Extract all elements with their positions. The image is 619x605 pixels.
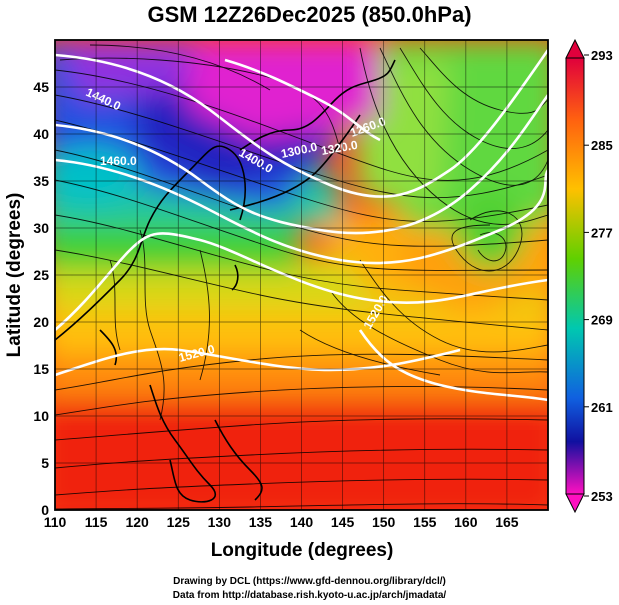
credit-data: Data from http://database.rish.kyoto-u.a… bbox=[172, 590, 447, 601]
y-tick-label: 20 bbox=[33, 314, 49, 330]
x-axis-label: Longitude (degrees) bbox=[211, 540, 394, 561]
x-tick-label: 155 bbox=[413, 514, 437, 530]
y-tick-label: 5 bbox=[41, 455, 49, 471]
x-tick-label: 145 bbox=[331, 514, 355, 530]
chart-title: GSM 12Z26Dec2025 (850.0hPa) bbox=[147, 2, 472, 27]
colorbar: 293 285 277 269 261 253 bbox=[565, 38, 613, 514]
colorbar-tick-label: 253 bbox=[591, 489, 613, 504]
x-tick-label: 135 bbox=[249, 514, 273, 530]
contour-label: 1460.0 bbox=[100, 154, 137, 168]
colorbar-tick-label: 293 bbox=[591, 48, 613, 63]
x-tick-label: 165 bbox=[495, 514, 519, 530]
colorbar-tick-label: 269 bbox=[591, 313, 613, 328]
y-tick-label: 35 bbox=[33, 173, 49, 189]
x-tick-label: 160 bbox=[454, 514, 478, 530]
contour-label: 1320.0 bbox=[320, 138, 359, 158]
y-tick-label: 45 bbox=[33, 79, 49, 95]
y-tick-label: 10 bbox=[33, 408, 49, 424]
streamlines bbox=[55, 44, 548, 510]
x-tick-label: 150 bbox=[372, 514, 396, 530]
grid bbox=[54, 40, 548, 511]
height-contours bbox=[55, 49, 548, 402]
credit-dcl: Drawing by DCL (https://www.gfd-dennou.o… bbox=[173, 576, 446, 587]
coastlines bbox=[55, 59, 396, 503]
x-axis-ticks: 110 115 120 125 130 135 140 145 150 155 160 165 bbox=[44, 514, 519, 530]
x-tick-label: 115 bbox=[85, 514, 108, 530]
x-tick-label: 130 bbox=[208, 514, 232, 530]
colorbar-tick-label: 285 bbox=[591, 138, 613, 153]
y-tick-label: 0 bbox=[41, 502, 49, 518]
y-tick-label: 15 bbox=[33, 361, 49, 377]
x-tick-label: 120 bbox=[125, 514, 149, 530]
y-tick-label: 25 bbox=[33, 267, 49, 283]
colorbar-max-arrow bbox=[565, 38, 585, 59]
y-axis-ticks: 0 5 10 15 20 25 30 35 40 45 bbox=[33, 79, 49, 518]
colorbar-min-arrow bbox=[565, 493, 585, 514]
y-tick-label: 40 bbox=[33, 126, 49, 142]
y-tick-label: 30 bbox=[33, 220, 49, 236]
temperature-field bbox=[55, 40, 548, 510]
colorbar-bar bbox=[565, 57, 585, 495]
colorbar-tick-label: 261 bbox=[591, 400, 613, 415]
x-tick-label: 110 bbox=[44, 514, 67, 530]
colorbar-tick-label: 277 bbox=[591, 225, 613, 240]
x-tick-label: 125 bbox=[167, 514, 191, 530]
y-axis-label: Latitude (degrees) bbox=[4, 193, 25, 358]
x-tick-label: 140 bbox=[290, 514, 314, 530]
